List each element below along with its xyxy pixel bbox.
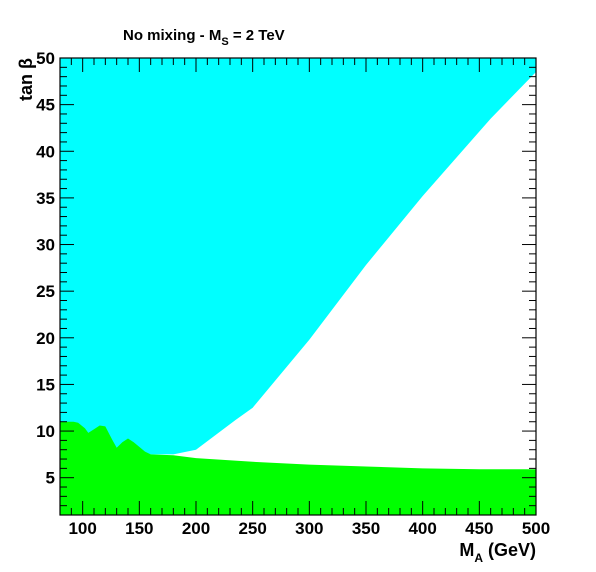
x-tick-label: 450 (465, 519, 493, 538)
y-tick-label: 20 (36, 329, 55, 348)
plot-area (60, 58, 536, 515)
x-tick-label: 400 (408, 519, 436, 538)
chart-title-prefix: No mixing - M (123, 27, 221, 44)
x-tick-label: 500 (522, 519, 550, 538)
y-tick-label: 10 (36, 422, 55, 441)
y-axis-label: tan β (16, 58, 36, 101)
y-tick-label: 15 (36, 375, 55, 394)
chart-title-suffix: = 2 TeV (229, 27, 285, 44)
y-tick-label: 25 (36, 282, 55, 301)
x-tick-label: 200 (182, 519, 210, 538)
x-tick-label: 100 (68, 519, 96, 538)
chart-title: No mixing - MS = 2 TeV (123, 27, 285, 48)
x-tick-label: 150 (125, 519, 153, 538)
y-tick-label: 45 (36, 96, 55, 115)
chart-title-sub: S (221, 36, 228, 48)
region-1 (60, 58, 536, 455)
x-axis-label-main: M (459, 540, 474, 560)
x-tick-label: 250 (238, 519, 266, 538)
x-axis-label-rest: (GeV) (483, 540, 536, 560)
y-tick-label: 40 (36, 142, 55, 161)
y-tick-label: 35 (36, 189, 55, 208)
axes: 100 150 200 250 300 350 400 450 500 5 10 15 20 25 30 35… (36, 49, 550, 538)
region-2 (60, 421, 536, 515)
x-axis-label: MA (GeV) (459, 540, 536, 565)
y-tick-label: 5 (46, 469, 55, 488)
x-tick-label: 300 (295, 519, 323, 538)
y-tick-label: 50 (36, 49, 55, 68)
y-tick-label: 30 (36, 236, 55, 255)
x-tick-label: 350 (352, 519, 380, 538)
x-axis-label-sub: A (474, 551, 483, 565)
